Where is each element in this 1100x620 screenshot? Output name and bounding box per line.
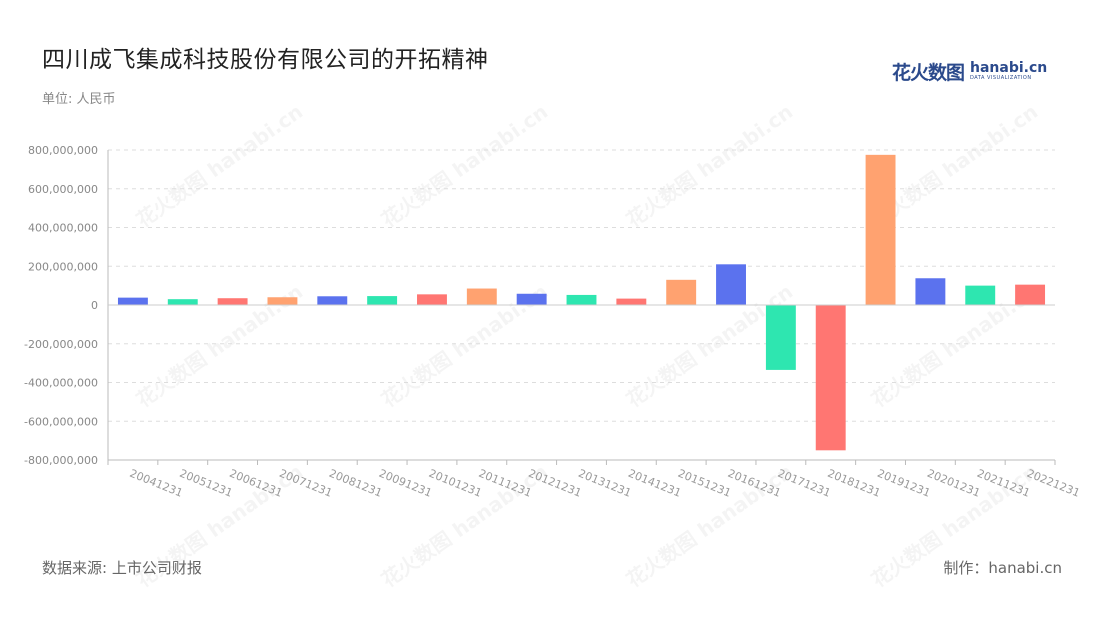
x-tick-label: 20051231 [178,467,235,500]
x-tick-label: 20081231 [327,467,384,500]
logo-en-block: hanabi.cn DATA VISUALIZATION [970,61,1047,82]
x-tick-label: 20111231 [477,467,534,500]
bar [865,154,896,305]
data-source: 数据来源: 上市公司财报 [42,559,202,577]
x-tick-label: 20041231 [128,467,185,500]
x-tick-label: 20091231 [377,467,434,500]
bar [466,288,497,305]
x-tick-label: 20171231 [776,467,833,500]
y-tick-label: 600,000,000 [28,183,98,196]
bar [516,293,547,305]
y-tick-label: 0 [91,299,98,312]
bar [815,305,846,451]
logo-cn-text: 花火数图 [892,62,965,84]
bar [716,264,746,305]
x-tick-label: 20151231 [676,467,733,500]
bar [217,298,248,305]
y-tick-label: 400,000,000 [28,222,98,235]
bar [616,298,647,305]
x-tick-label: 20181231 [826,467,883,500]
y-tick-label: 800,000,000 [28,144,98,157]
x-tick-label: 20221231 [1025,467,1082,500]
y-tick-label: -200,000,000 [24,338,98,351]
logo-en-sub-text: DATA VISUALIZATION [970,75,1032,81]
bar [117,297,148,305]
chart-title: 四川成飞集成科技股份有限公司的开拓精神 [42,47,489,73]
y-tick-label: -800,000,000 [24,454,98,467]
x-tick-label: 20121231 [527,467,584,500]
x-tick-label: 20191231 [875,467,932,500]
bar [317,296,348,305]
brand-logo: 花火数图 hanabi.cn DATA VISUALIZATION [892,58,1047,85]
bar [566,294,597,305]
x-tick-label: 20161231 [726,467,783,500]
bar [915,278,946,305]
x-tick-label: 20211231 [975,467,1032,500]
x-tick-label: 20131231 [576,467,633,500]
y-tick-label: -600,000,000 [24,415,98,428]
credit: 制作：hanabi.cn [943,559,1062,577]
bar [965,285,996,305]
bar [367,296,398,305]
bar [417,294,447,305]
y-tick-label: -400,000,000 [24,377,98,390]
bar [167,299,198,305]
x-tick-label: 20201231 [925,467,982,500]
bar [765,305,796,370]
unit-label: 单位: 人民币 [42,92,116,107]
bar [1015,284,1046,305]
x-tick-label: 20061231 [227,467,284,500]
x-tick-label: 20141231 [626,467,683,500]
logo-en-text: hanabi.cn [970,60,1048,76]
x-tick-label: 20071231 [277,467,334,500]
x-tick-label: 20101231 [427,467,484,500]
bar [666,279,697,305]
bar [267,297,298,305]
y-tick-label: 200,000,000 [28,260,98,273]
